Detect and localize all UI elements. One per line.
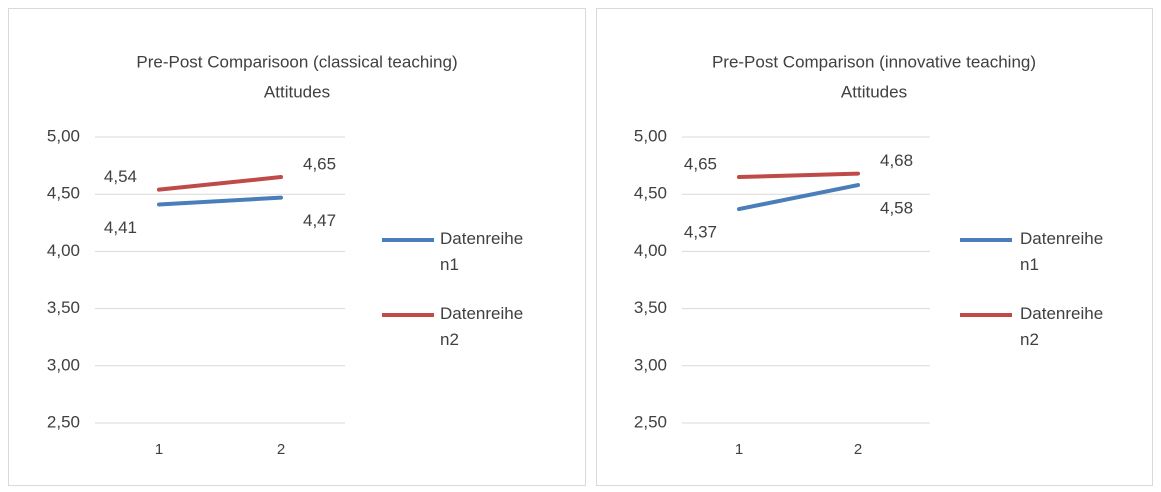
chart-title: Pre-Post Comparisoon (classical teaching… [136, 52, 457, 71]
series-line [737, 183, 860, 212]
data-label: 4,54 [104, 167, 137, 186]
legend-label: Datenreihen2 [1020, 304, 1104, 349]
y-tick-label: 2,50 [47, 412, 80, 431]
chart-title: Pre-Post Comparison (innovative teaching… [712, 52, 1036, 71]
y-tick-label: 5,00 [634, 126, 667, 145]
x-tick-label: 1 [155, 441, 163, 458]
data-label: 4,68 [880, 151, 913, 170]
x-tick-label: 2 [854, 441, 862, 458]
y-tick-label: 2,50 [634, 412, 667, 431]
x-tick-label: 1 [735, 441, 743, 458]
data-label: 4,47 [303, 211, 336, 230]
y-tick-label: 4,00 [47, 241, 80, 260]
chart-frame [596, 8, 1153, 486]
x-tick-label: 2 [277, 441, 285, 458]
chart-frame [8, 8, 586, 486]
chart-subtitle: Attitudes [841, 82, 907, 101]
series-line [737, 171, 860, 180]
data-label: 4,65 [684, 155, 717, 174]
legend-label: Datenreihen1 [1020, 229, 1104, 274]
data-label: 4,41 [104, 218, 137, 237]
legend-label: Datenreihen2 [440, 304, 524, 349]
series-line [157, 195, 283, 207]
y-tick-label: 5,00 [47, 126, 80, 145]
data-label: 4,65 [303, 155, 336, 174]
legend-label: Datenreihen1 [440, 229, 524, 274]
y-tick-label: 4,50 [634, 184, 667, 203]
data-label: 4,37 [684, 223, 717, 242]
series-line [157, 175, 283, 192]
y-tick-label: 3,00 [634, 355, 667, 374]
y-tick-label: 4,00 [634, 241, 667, 260]
chart-subtitle: Attitudes [264, 82, 330, 101]
data-label: 4,58 [880, 199, 913, 218]
y-tick-label: 4,50 [47, 184, 80, 203]
y-tick-label: 3,00 [47, 355, 80, 374]
y-tick-label: 3,50 [47, 298, 80, 317]
y-tick-label: 3,50 [634, 298, 667, 317]
